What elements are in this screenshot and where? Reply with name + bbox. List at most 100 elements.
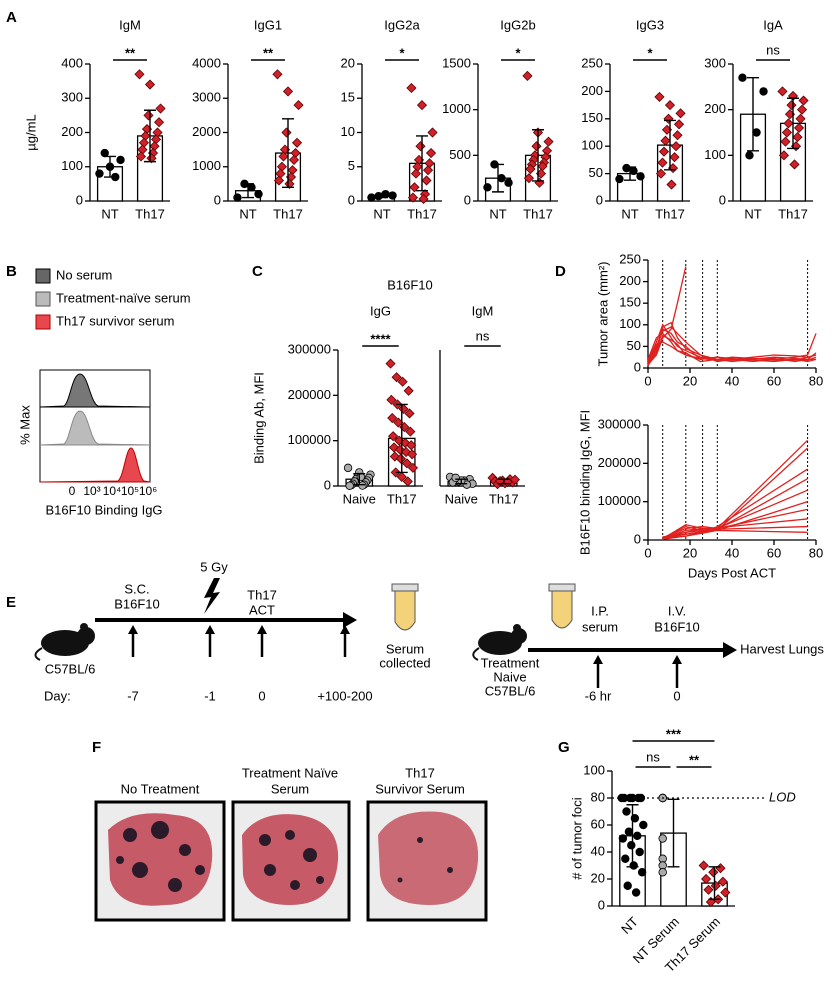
data-point <box>793 122 805 133</box>
data-point <box>664 100 676 111</box>
data-point <box>144 79 156 90</box>
chart-title: IgA <box>763 17 783 32</box>
data-point <box>100 148 109 158</box>
mouse-icon <box>472 624 527 661</box>
day-value: -7 <box>127 688 139 703</box>
error-bar <box>455 478 468 485</box>
day-value: -1 <box>204 688 216 703</box>
y-tick-label: 50 <box>627 338 641 353</box>
y-tick-label: 0 <box>719 192 726 207</box>
x-tick-label: NT <box>621 206 638 221</box>
data-point <box>798 95 809 106</box>
legend-swatch <box>35 268 51 284</box>
panel-label: C <box>252 263 263 280</box>
data-point <box>278 151 289 162</box>
data-point <box>655 168 667 179</box>
x-tick-label: NT <box>618 914 641 937</box>
data-point <box>522 70 533 81</box>
end-label: Harvest Lungs <box>740 641 824 656</box>
panel-label: D <box>555 263 566 280</box>
y-tick-label: 200 <box>619 273 641 288</box>
data-point <box>621 854 630 863</box>
series-line <box>662 508 808 539</box>
step-label: collected <box>379 655 430 670</box>
arrowhead <box>343 612 357 628</box>
flow-legend: No serum Treatment-naïve serum Th17 surv… <box>35 267 191 330</box>
step-label: B16F10 <box>114 596 160 611</box>
x-tick-label: Th17 <box>489 491 519 506</box>
data-point <box>701 873 712 885</box>
data-point <box>405 426 416 437</box>
histogram <box>39 447 151 483</box>
y-axis-label: Tumor area (mm²) <box>595 262 610 367</box>
y-tick-label: 3000 <box>192 90 221 105</box>
data-point <box>622 163 631 173</box>
y-tick-label: 100 <box>581 138 603 153</box>
error-bar <box>492 163 504 193</box>
x-tick-label: 40 <box>725 373 739 388</box>
histogram <box>39 410 151 446</box>
photo-label: No Treatment <box>121 781 200 796</box>
data-point <box>745 151 754 160</box>
y-axis-label: Binding Ab, MFI <box>251 372 266 464</box>
chart-title: IgG2a <box>384 17 420 32</box>
error-bar <box>664 119 676 171</box>
y-tick-label: 1000 <box>442 101 471 116</box>
data-point <box>410 168 422 179</box>
legend-label: No serum <box>56 267 112 282</box>
data-point <box>254 189 263 199</box>
x-tick-label: Th17 <box>407 206 437 221</box>
x-tick-label: 20 <box>683 373 697 388</box>
chart-title: IgG1 <box>254 17 282 32</box>
series-line <box>662 518 808 538</box>
flow-histogram: % Max 0 10³ 10⁴ 10⁵ 10⁶ B16F10 Binding I… <box>17 369 163 517</box>
error-bar <box>104 155 116 178</box>
x-tick-label: 40 <box>725 545 739 560</box>
significance-label: * <box>647 45 653 60</box>
data-point <box>615 174 624 184</box>
y-tick-label: 100 <box>583 762 605 777</box>
y-tick-label: 400 <box>61 55 83 70</box>
data-point <box>95 169 104 178</box>
x-tick-label: Naive <box>445 491 478 506</box>
significance-label: ns <box>766 42 780 57</box>
data-point <box>708 867 719 878</box>
data-point <box>509 474 521 485</box>
x-tick-label: NT <box>744 206 761 221</box>
mouse-label: C57BL/6 <box>485 683 536 698</box>
x-tick-label: Th17 <box>135 206 165 221</box>
data-point <box>391 372 402 383</box>
data-point <box>418 193 429 205</box>
data-point <box>543 136 554 147</box>
data-point <box>143 110 154 121</box>
step-label: I.V. <box>668 603 686 618</box>
lung-photo <box>231 800 351 922</box>
y-tick-label: 200 <box>704 101 726 116</box>
data-point <box>639 820 648 830</box>
data-point <box>657 157 668 168</box>
data-point <box>720 887 731 898</box>
day-value: 0 <box>673 688 680 703</box>
arrowhead <box>723 642 737 658</box>
data-point <box>155 103 166 114</box>
data-point <box>619 793 629 803</box>
y-tick-label: 0 <box>634 359 641 374</box>
data-point <box>397 376 408 387</box>
panel-title: B16F10 <box>387 277 433 292</box>
data-point <box>135 151 147 162</box>
data-point <box>670 141 682 152</box>
y-axis-label: # of tumor foci <box>569 797 584 879</box>
y-tick-label: 1000 <box>192 158 221 173</box>
error-bar <box>747 77 759 152</box>
day-arrows <box>596 661 679 688</box>
axis-label: B16F10 Binding IgG <box>45 502 162 517</box>
chart-title: IgG <box>370 303 391 318</box>
data-point <box>451 473 460 483</box>
data-point <box>409 182 420 193</box>
x-tick-label: 0 <box>644 373 651 388</box>
data-point <box>116 155 125 165</box>
error-bar <box>624 166 636 181</box>
significance-label: ns <box>646 749 660 764</box>
y-tick-label: 0 <box>596 192 603 207</box>
y-tick-label: 0 <box>214 192 221 207</box>
